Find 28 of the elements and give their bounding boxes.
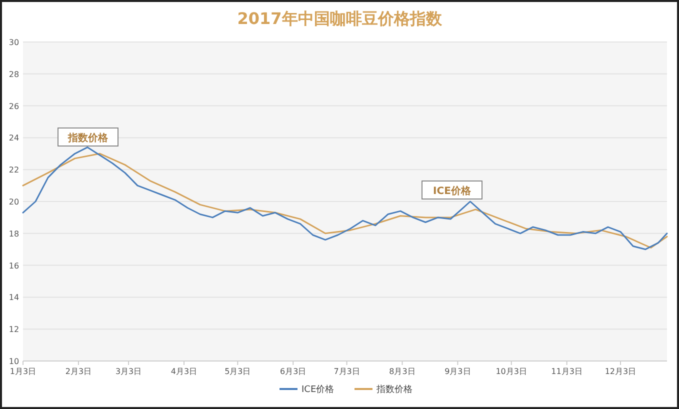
x-tick-label: 11月3日	[551, 367, 582, 376]
annotation: 指数价格	[67, 132, 109, 144]
x-tick-label: 4月3日	[170, 367, 198, 376]
y-tick-label: 12	[8, 325, 20, 334]
annotation: ICE价格	[433, 185, 472, 197]
y-tick-label: 10	[8, 357, 20, 366]
y-tick-label: 18	[8, 229, 20, 238]
y-tick-label: 26	[8, 102, 20, 111]
y-tick-label: 28	[8, 70, 20, 79]
chart-title: 2017年中国咖啡豆价格指数	[237, 9, 443, 28]
x-tick-label: 6月3日	[280, 367, 306, 376]
x-tick-label: 8月3日	[389, 367, 416, 376]
x-tick-label: 12月3日	[604, 367, 636, 376]
x-tick-label: 7月3日	[334, 367, 360, 376]
y-tick-label: 22	[8, 166, 20, 175]
x-tick-label: 9月3日	[444, 367, 471, 376]
y-tick-label: 16	[8, 261, 20, 270]
y-tick-label: 20	[8, 198, 20, 206]
y-tick-label: 14	[8, 293, 20, 302]
x-tick-label: 10月3日	[496, 367, 528, 376]
legend-label: 指数价格	[376, 384, 412, 395]
x-tick-label: 2月3日	[65, 367, 92, 376]
x-tick-label: 3月3日	[115, 367, 142, 376]
y-tick-label: 24	[8, 134, 20, 143]
y-tick-label: 30	[8, 38, 20, 47]
legend-label: ICE价格	[302, 384, 334, 395]
x-tick-label: 1月3日	[10, 367, 36, 376]
x-tick-label: 5月3日	[224, 367, 251, 376]
